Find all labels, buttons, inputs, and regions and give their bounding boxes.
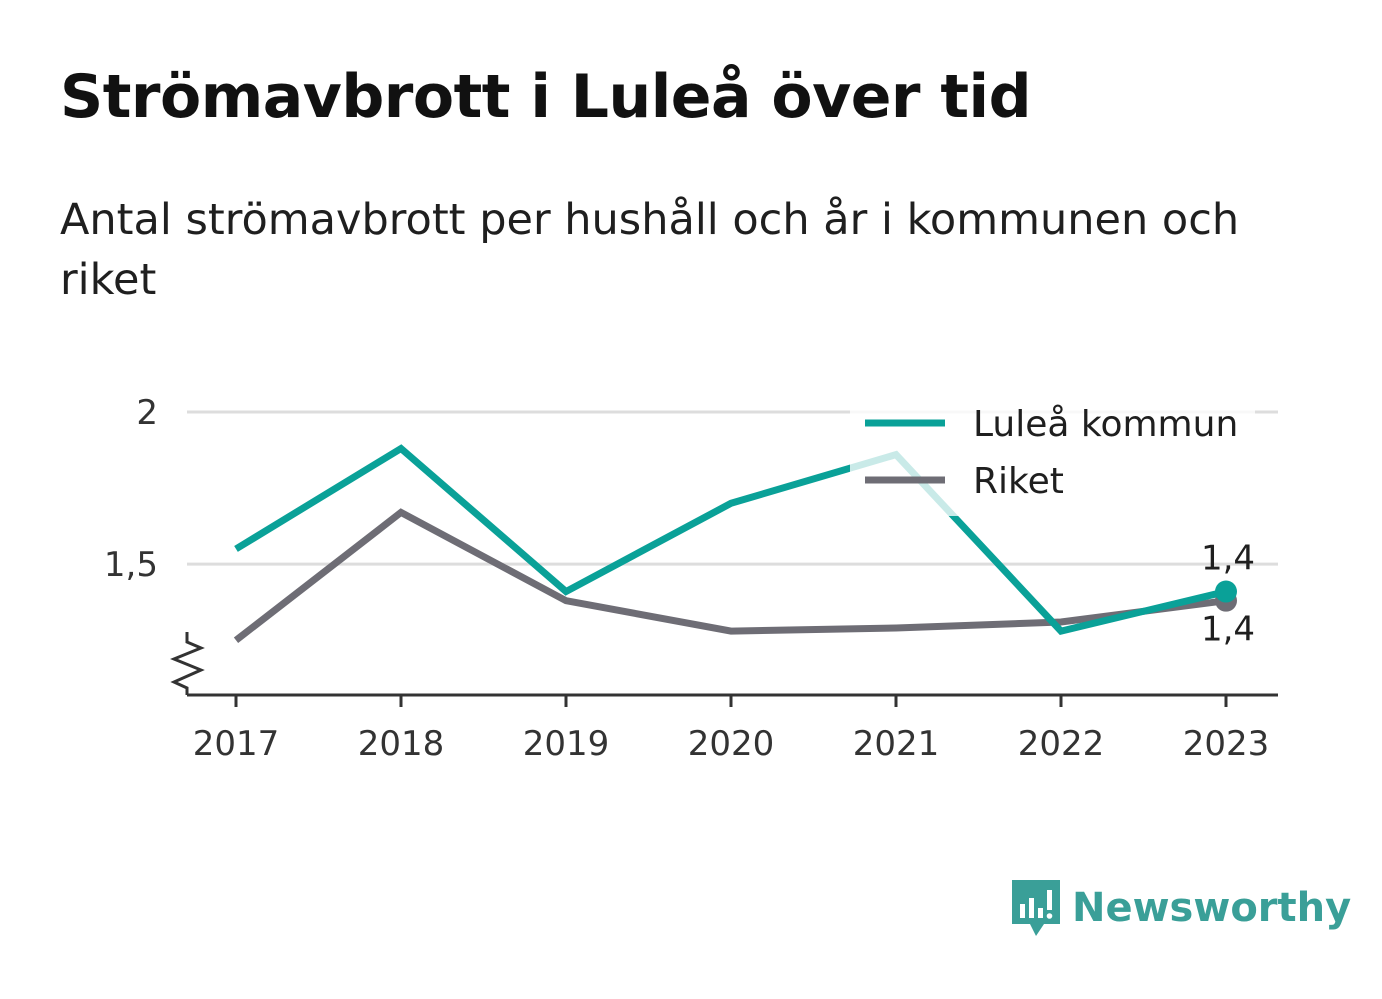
series-layer xyxy=(233,444,1237,643)
x-tick-label: 2018 xyxy=(358,724,445,764)
y-axis-break-icon xyxy=(170,632,205,695)
x-tick-label: 2020 xyxy=(688,724,775,764)
x-tick-label: 2017 xyxy=(193,724,280,764)
y-tick-label: 2 xyxy=(136,393,158,433)
axes: 1,5 2 2017 2018 2019 2020 2021 2022 2023 xyxy=(104,393,1278,764)
end-labels: 1,4 1,4 xyxy=(1201,539,1255,650)
legend: Luleå kommun Riket xyxy=(850,398,1255,516)
brand-logo: Newsworthy xyxy=(1010,878,1351,938)
series-line-riket xyxy=(233,508,1227,643)
end-label-riket: 1,4 xyxy=(1201,610,1255,650)
x-tick-label: 2023 xyxy=(1183,724,1270,764)
bar-chart-speech-bubble-icon xyxy=(1012,880,1060,936)
legend-label: Luleå kommun xyxy=(973,404,1238,445)
y-tick-label: 1,5 xyxy=(104,545,158,585)
data-point-lulea xyxy=(1215,580,1237,603)
legend-background xyxy=(850,398,1255,516)
brand-name: Newsworthy xyxy=(1072,885,1352,931)
x-tick-label: 2019 xyxy=(523,724,610,764)
chart-subtitle: Antal strömavbrott per hushåll och år i … xyxy=(60,195,1240,305)
x-tick-label: 2021 xyxy=(853,724,940,764)
legend-label: Riket xyxy=(973,461,1064,502)
x-tick-label: 2022 xyxy=(1018,724,1105,764)
chart-title: Strömavbrott i Luleå över tid xyxy=(60,62,1032,132)
end-label-lulea: 1,4 xyxy=(1201,539,1255,579)
